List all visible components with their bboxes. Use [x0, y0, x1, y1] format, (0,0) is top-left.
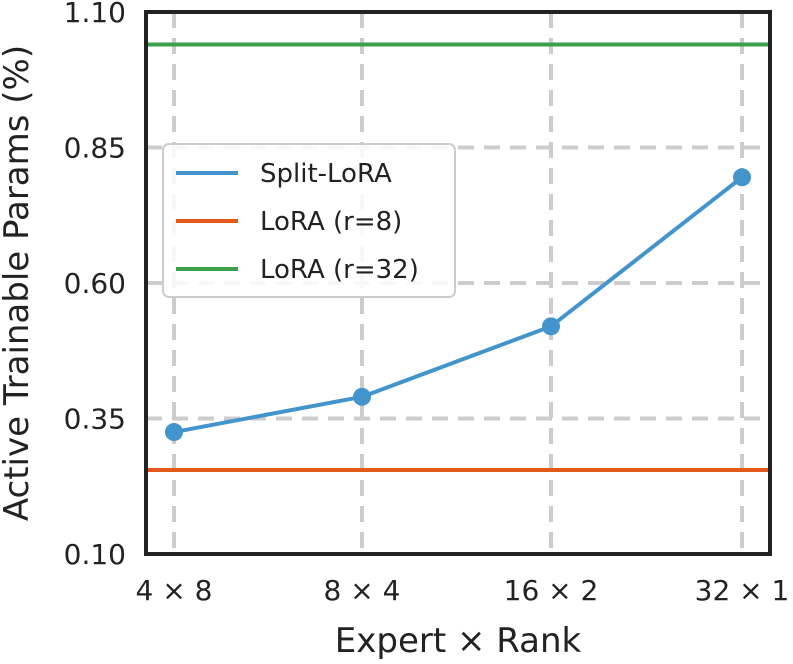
series-line — [173, 175, 744, 435]
x-tick-label: 16 × 2 — [504, 574, 599, 607]
data-point — [353, 387, 371, 406]
y-tick-label: 0.10 — [64, 538, 126, 571]
y-tick-label: 0.60 — [64, 267, 126, 300]
legend-label: LoRA (r=32) — [260, 255, 419, 285]
legend: Split-LoRA LoRA (r=8) LoRA (r=32) — [162, 143, 456, 298]
y-axis-label: Active Trainable Params (%) — [0, 45, 37, 521]
y-tick-label: 0.35 — [64, 403, 126, 436]
x-axis-label: Expert × Rank — [335, 621, 582, 661]
y-tick-label: 0.85 — [64, 132, 126, 165]
y-tick-label: 1.10 — [64, 0, 126, 29]
x-tick-label: 4 × 8 — [136, 574, 213, 607]
data-point — [733, 168, 751, 187]
legend-box — [162, 143, 456, 298]
ticks: 4 × 8 8 × 4 16 × 2 32 × 1 0.10 0.35 0.60 0.85 1.… — [64, 0, 790, 607]
series-layer — [146, 42, 770, 472]
x-tick-label: 32 × 1 — [695, 574, 790, 607]
x-tick-label: 8 × 4 — [324, 574, 401, 607]
legend-label: Split-LoRA — [260, 159, 392, 189]
legend-label: LoRA (r=8) — [260, 207, 402, 237]
plot-frame — [144, 10, 772, 556]
data-point — [165, 423, 183, 442]
data-point — [542, 317, 560, 336]
